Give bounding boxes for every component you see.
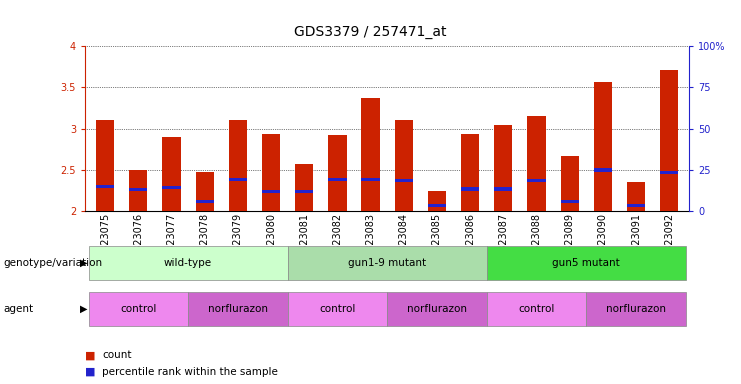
Bar: [96, 120, 114, 211]
Bar: [162, 137, 181, 211]
Bar: [262, 190, 280, 193]
Text: control: control: [518, 304, 555, 314]
Bar: [129, 170, 147, 211]
Bar: [262, 134, 280, 211]
Bar: [560, 200, 579, 203]
Bar: [328, 178, 347, 182]
Text: percentile rank within the sample: percentile rank within the sample: [102, 367, 278, 377]
Text: gun1-9 mutant: gun1-9 mutant: [348, 258, 426, 268]
Bar: [328, 135, 347, 211]
Bar: [162, 185, 181, 189]
Text: count: count: [102, 350, 132, 360]
Bar: [660, 171, 678, 174]
Bar: [96, 185, 114, 188]
Bar: [594, 81, 612, 211]
Bar: [528, 179, 545, 182]
Text: control: control: [120, 304, 156, 314]
Bar: [295, 164, 313, 211]
Bar: [494, 125, 513, 211]
Text: norflurazon: norflurazon: [208, 304, 268, 314]
Bar: [229, 120, 247, 211]
Text: agent: agent: [4, 304, 34, 314]
Bar: [129, 188, 147, 191]
Bar: [362, 178, 379, 182]
Text: norflurazon: norflurazon: [407, 304, 467, 314]
Text: GDS3379 / 257471_at: GDS3379 / 257471_at: [294, 25, 447, 39]
Bar: [494, 187, 513, 190]
Bar: [627, 182, 645, 211]
Bar: [461, 187, 479, 190]
Bar: [196, 172, 214, 211]
Bar: [461, 134, 479, 211]
Bar: [295, 190, 313, 193]
Text: ■: ■: [85, 367, 96, 377]
Bar: [428, 204, 446, 207]
Bar: [594, 168, 612, 172]
Bar: [528, 116, 545, 211]
Bar: [395, 120, 413, 211]
Bar: [229, 178, 247, 182]
Bar: [362, 98, 379, 211]
Bar: [196, 200, 214, 203]
Text: gun5 mutant: gun5 mutant: [552, 258, 620, 268]
Text: control: control: [319, 304, 356, 314]
Text: genotype/variation: genotype/variation: [4, 258, 103, 268]
Bar: [428, 190, 446, 211]
Bar: [395, 179, 413, 182]
Text: wild-type: wild-type: [164, 258, 212, 268]
Bar: [660, 70, 678, 211]
Bar: [627, 204, 645, 207]
Text: ▶: ▶: [80, 258, 87, 268]
Bar: [560, 156, 579, 211]
Text: ▶: ▶: [80, 304, 87, 314]
Text: norflurazon: norflurazon: [606, 304, 666, 314]
Text: ■: ■: [85, 350, 96, 360]
